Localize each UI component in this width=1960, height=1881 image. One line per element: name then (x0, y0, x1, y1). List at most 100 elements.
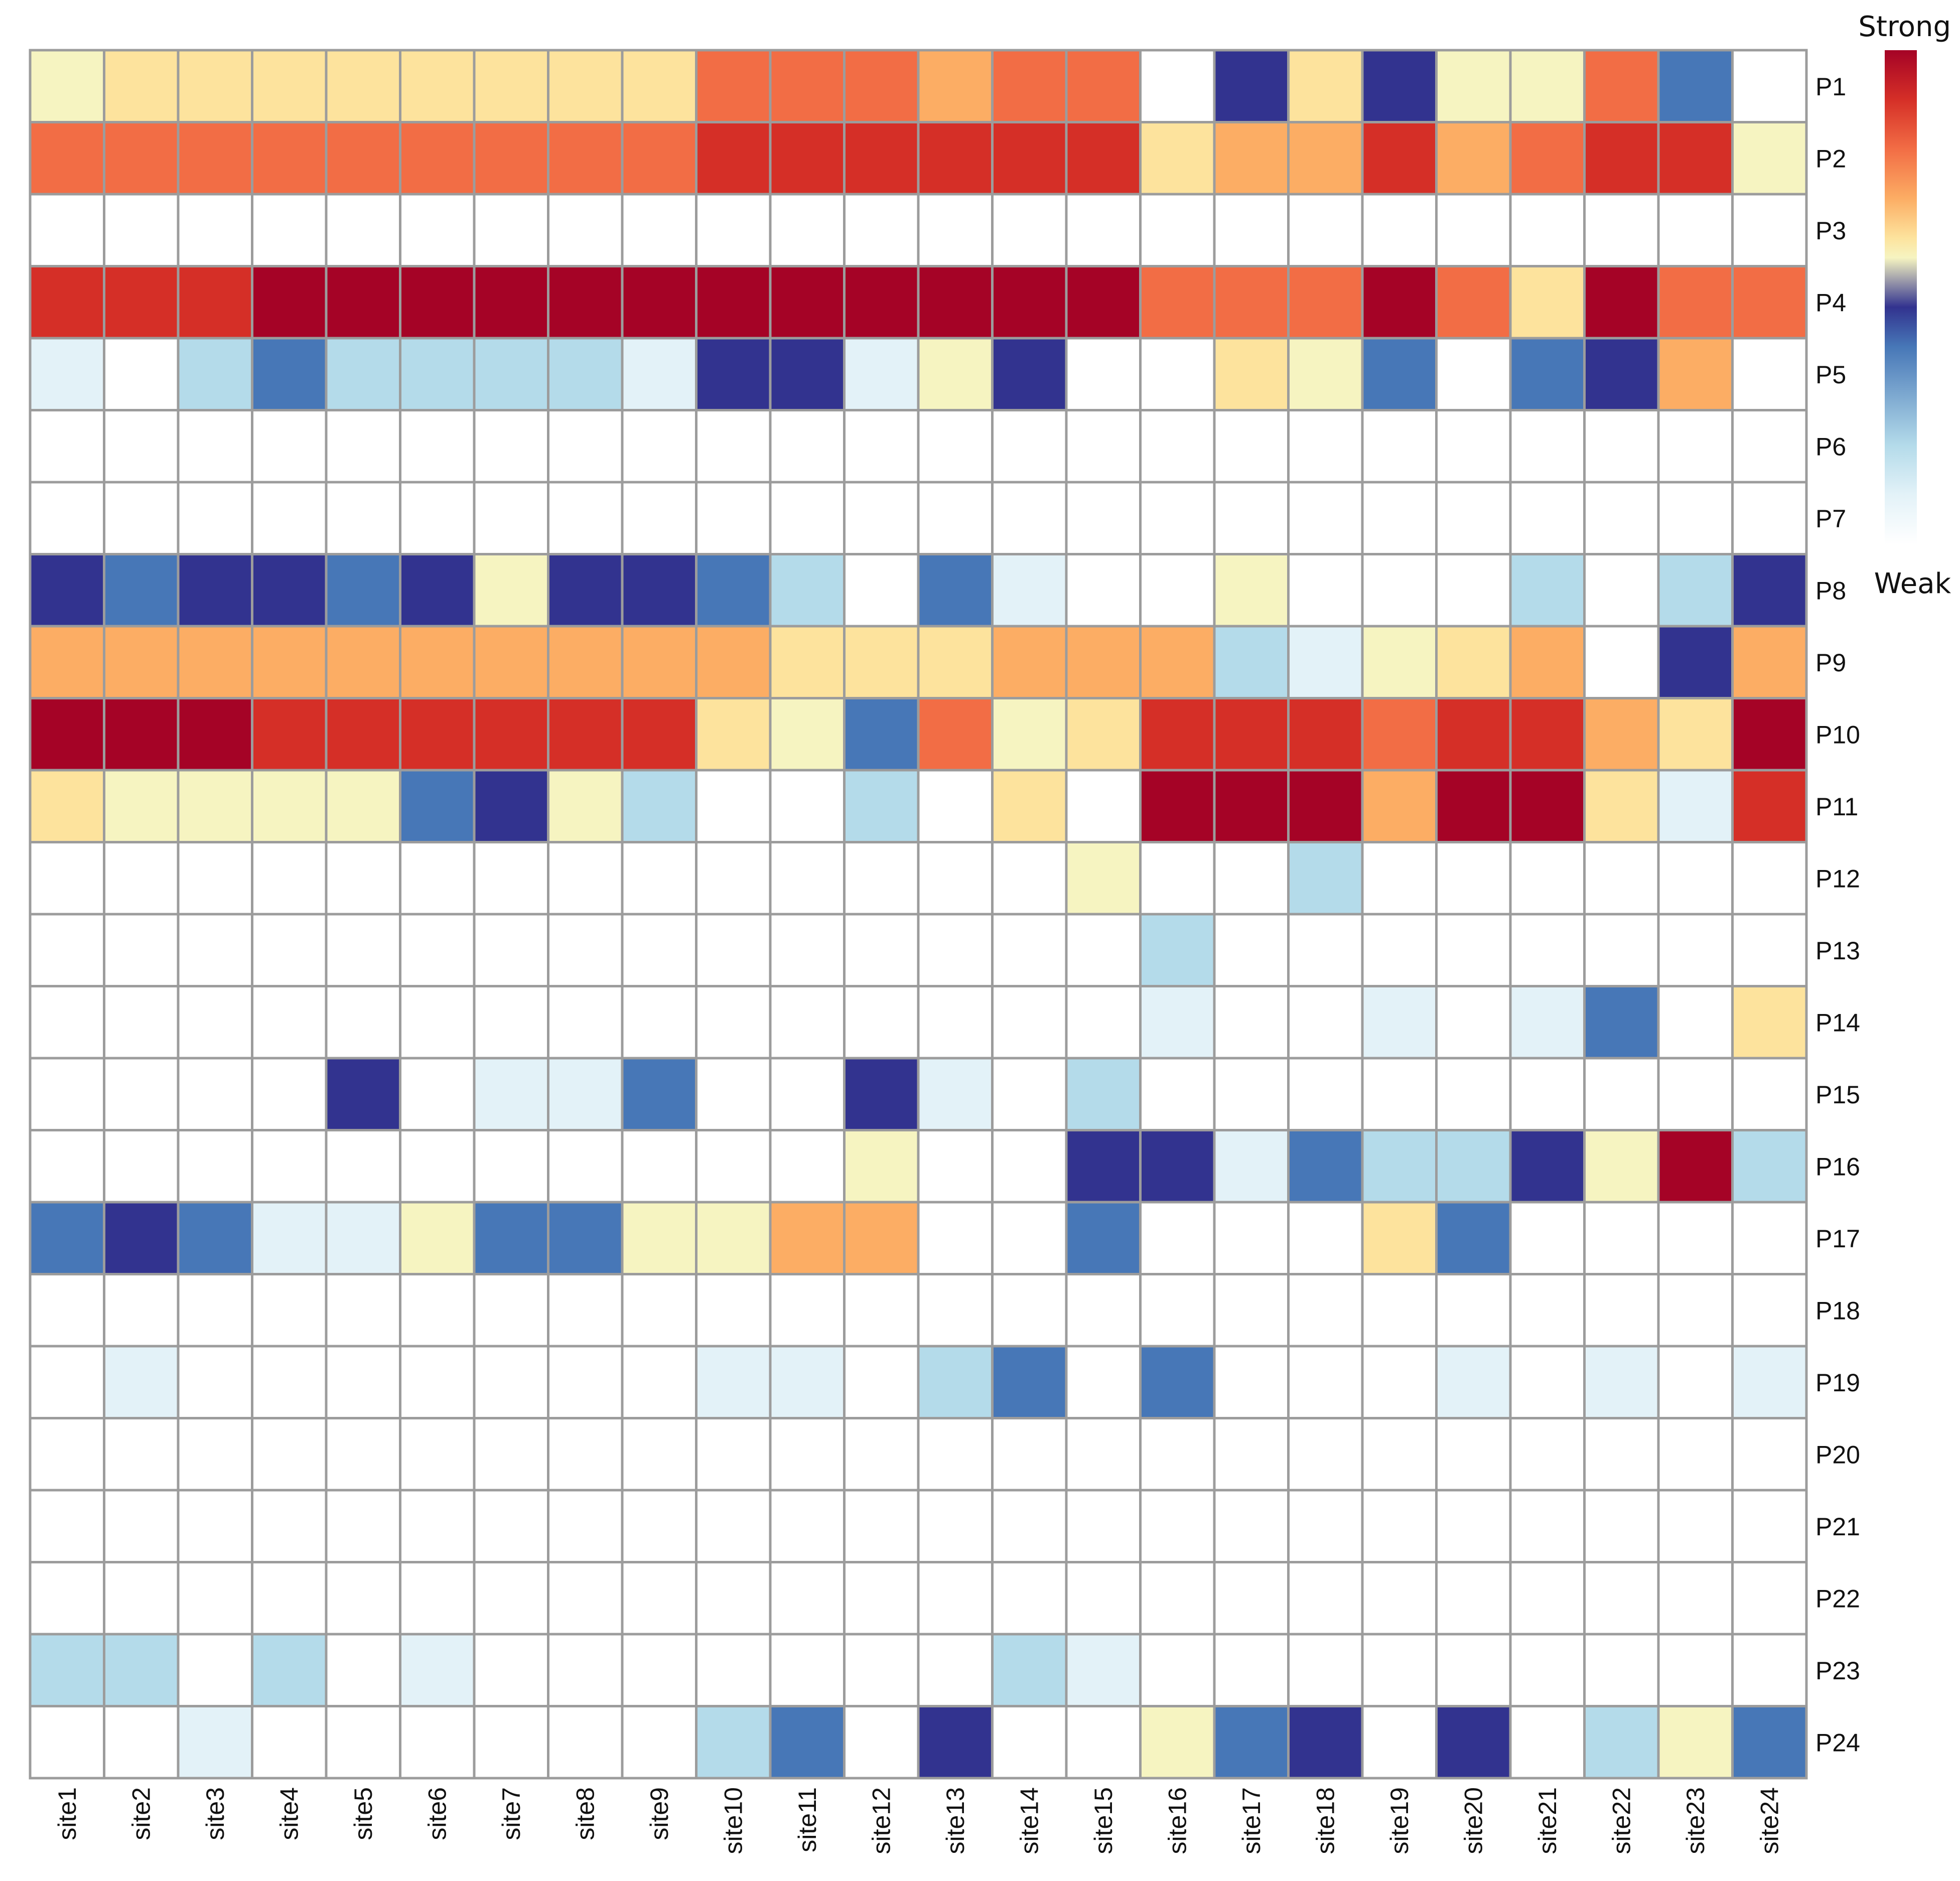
cell-P18-site2 (103, 1273, 180, 1348)
cell-P9-site18 (1287, 625, 1364, 699)
cell-P16-site18 (1287, 1129, 1364, 1204)
cell-P12-site18 (1287, 841, 1364, 916)
cell-P6-site16 (1139, 409, 1216, 484)
cell-P1-site8 (547, 49, 624, 123)
cell-P12-site20 (1435, 841, 1512, 916)
cell-P16-site22 (1583, 1129, 1660, 1204)
cell-P9-site16 (1139, 625, 1216, 699)
cell-P18-site18 (1287, 1273, 1364, 1348)
row-label-P17: P17 (1815, 1225, 1860, 1253)
cell-P24-site6 (399, 1705, 476, 1780)
cell-P2-site10 (695, 121, 772, 196)
cell-P3-site2 (103, 193, 180, 267)
row-label-P14: P14 (1815, 1008, 1860, 1037)
cell-P4-site14 (991, 265, 1068, 340)
cell-P11-site14 (991, 769, 1068, 843)
cell-P4-site17 (1213, 265, 1290, 340)
cell-P2-site7 (473, 121, 549, 196)
cell-P19-site13 (917, 1345, 994, 1419)
cell-P4-site21 (1509, 265, 1586, 340)
cell-P16-site4 (251, 1129, 328, 1204)
cell-P15-site2 (103, 1057, 180, 1131)
cell-P9-site21 (1509, 625, 1586, 699)
cell-P21-site7 (473, 1489, 549, 1563)
cell-P9-site14 (991, 625, 1068, 699)
cell-P3-site22 (1583, 193, 1660, 267)
cell-P8-site21 (1509, 553, 1586, 628)
cell-P15-site12 (843, 1057, 920, 1131)
cell-P6-site9 (621, 409, 697, 484)
cell-P22-site11 (769, 1561, 846, 1636)
cell-P16-site20 (1435, 1129, 1512, 1204)
cell-P19-site11 (769, 1345, 846, 1419)
cell-P19-site7 (473, 1345, 549, 1419)
cell-P8-site11 (769, 553, 846, 628)
cell-P22-site21 (1509, 1561, 1586, 1636)
cell-P6-site14 (991, 409, 1068, 484)
cell-P7-site20 (1435, 481, 1512, 555)
cell-P13-site2 (103, 913, 180, 987)
cell-P16-site6 (399, 1129, 476, 1204)
cell-P17-site22 (1583, 1201, 1660, 1275)
cell-P1-site13 (917, 49, 994, 123)
cell-P17-site24 (1731, 1201, 1808, 1275)
row-label-P4: P4 (1815, 288, 1846, 317)
cell-P6-site18 (1287, 409, 1364, 484)
cell-P13-site9 (621, 913, 697, 987)
cell-P2-site12 (843, 121, 920, 196)
cell-P12-site10 (695, 841, 772, 916)
cell-P21-site14 (991, 1489, 1068, 1563)
cell-P22-site8 (547, 1561, 624, 1636)
cell-P24-site17 (1213, 1705, 1290, 1780)
column-label-site10: site10 (719, 1787, 747, 1854)
cell-P19-site4 (251, 1345, 328, 1419)
column-label-site9: site9 (645, 1787, 673, 1840)
cell-P6-site4 (251, 409, 328, 484)
cell-P24-site12 (843, 1705, 920, 1780)
cell-P7-site6 (399, 481, 476, 555)
cell-P16-site3 (177, 1129, 253, 1204)
cell-P10-site24 (1731, 697, 1808, 772)
cell-P8-site15 (1065, 553, 1142, 628)
cell-P2-site5 (325, 121, 401, 196)
cell-P8-site9 (621, 553, 697, 628)
cell-P21-site13 (917, 1489, 994, 1563)
column-label-site3: site3 (201, 1787, 229, 1840)
column-label-site2: site2 (127, 1787, 155, 1840)
cell-P18-site5 (325, 1273, 401, 1348)
row-label-P2: P2 (1815, 144, 1846, 173)
cell-P10-site8 (547, 697, 624, 772)
cell-P5-site18 (1287, 337, 1364, 411)
cell-P20-site15 (1065, 1417, 1142, 1492)
cell-P19-site20 (1435, 1345, 1512, 1419)
cell-P5-site22 (1583, 337, 1660, 411)
cell-P12-site8 (547, 841, 624, 916)
cell-P17-site20 (1435, 1201, 1512, 1275)
cell-P5-site14 (991, 337, 1068, 411)
cell-P19-site21 (1509, 1345, 1586, 1419)
cell-P14-site11 (769, 985, 846, 1060)
cell-P2-site13 (917, 121, 994, 196)
legend-low-label: Weak (1874, 567, 1951, 600)
cell-P22-site9 (621, 1561, 697, 1636)
cell-P1-site18 (1287, 49, 1364, 123)
cell-P14-site7 (473, 985, 549, 1060)
cell-P3-site14 (991, 193, 1068, 267)
cell-P4-site19 (1361, 265, 1438, 340)
cell-P14-site22 (1583, 985, 1660, 1060)
cell-P17-site17 (1213, 1201, 1290, 1275)
cell-P22-site15 (1065, 1561, 1142, 1636)
cell-P15-site9 (621, 1057, 697, 1131)
cell-P18-site16 (1139, 1273, 1216, 1348)
cell-P24-site4 (251, 1705, 328, 1780)
cell-P23-site24 (1731, 1633, 1808, 1707)
cell-P14-site8 (547, 985, 624, 1060)
cell-P3-site24 (1731, 193, 1808, 267)
cell-P13-site10 (695, 913, 772, 987)
cell-P15-site1 (29, 1057, 105, 1131)
cell-P18-site21 (1509, 1273, 1586, 1348)
cell-P3-site20 (1435, 193, 1512, 267)
cell-P12-site24 (1731, 841, 1808, 916)
cell-P4-site20 (1435, 265, 1512, 340)
cell-P21-site4 (251, 1489, 328, 1563)
